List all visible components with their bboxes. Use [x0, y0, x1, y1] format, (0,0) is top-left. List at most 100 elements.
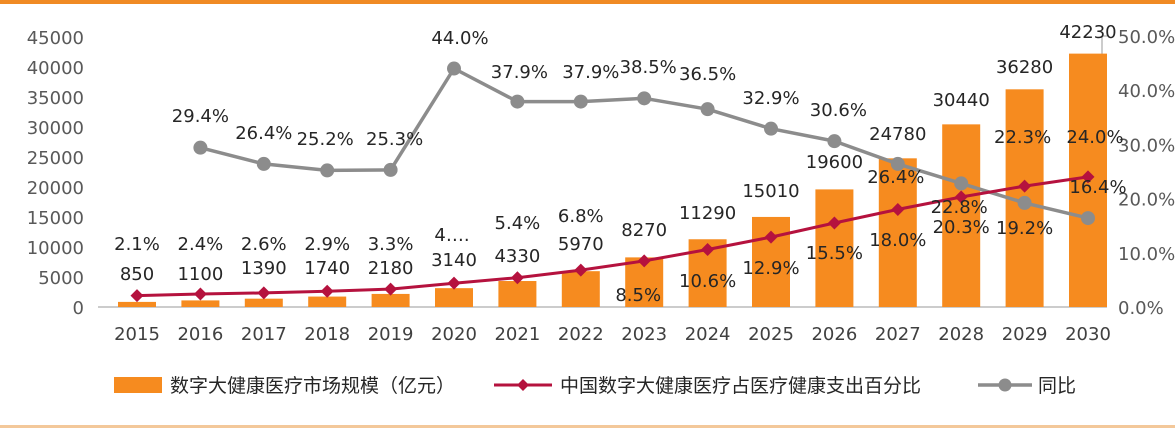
- share-value-label: 10.6%: [679, 271, 736, 292]
- y-left-tick-label: 15000: [27, 208, 84, 229]
- x-tick-label: 2028: [938, 324, 984, 345]
- bar-value-label: 24780: [869, 124, 926, 145]
- yoy-point-2020: [447, 61, 461, 76]
- bar-2015: [118, 301, 156, 307]
- share-point-2024: [701, 243, 715, 257]
- bar-2022: [561, 271, 600, 307]
- y-right-tick-label: 10.0%: [1118, 244, 1175, 265]
- bar-value-label: 8270: [621, 220, 667, 241]
- bar-value-label: 1100: [177, 264, 223, 285]
- y-left-tick-label: 25000: [27, 148, 84, 169]
- x-tick-label: 2018: [304, 324, 350, 345]
- x-tick-label: 2029: [1002, 324, 1048, 345]
- share-value-label: 2.9%: [304, 234, 350, 255]
- share-value-label: 3.3%: [368, 234, 414, 255]
- share-point-2029: [1018, 179, 1032, 193]
- share-point-2026: [827, 216, 841, 230]
- y-right-tick-label: 30.0%: [1118, 135, 1175, 156]
- share-value-label: 24.0%: [1066, 127, 1123, 148]
- y-left-tick-label: 10000: [27, 238, 84, 259]
- bar-2018: [308, 296, 347, 307]
- yoy-value-label: 36.5%: [679, 64, 736, 85]
- x-tick-label: 2017: [241, 324, 287, 345]
- legend-swatch-market-size: [114, 377, 162, 393]
- bar-value-label: 11290: [679, 203, 736, 224]
- x-tick-label: 2023: [621, 324, 667, 345]
- y-left-tick-label: 35000: [27, 88, 84, 109]
- share-point-2020: [447, 276, 461, 290]
- x-tick-label: 2020: [431, 324, 477, 345]
- bar-2016: [181, 300, 220, 307]
- yoy-point-2022: [573, 94, 588, 109]
- yoy-value-label: 25.2%: [297, 129, 354, 150]
- yoy-value-label: 37.9%: [562, 62, 619, 83]
- bottom-accent-rule: [0, 425, 1175, 428]
- bar-value-label: 5970: [558, 234, 604, 255]
- bar-value-label: 850: [120, 264, 154, 285]
- yoy-point-2018: [320, 163, 335, 178]
- share-value-label: 18.0%: [869, 230, 926, 251]
- yoy-value-label: 44.0%: [431, 28, 488, 49]
- x-tick-label: 2025: [748, 324, 794, 345]
- yoy-value-label: 26.4%: [867, 167, 924, 188]
- yoy-point-2029: [1017, 195, 1032, 210]
- share-value-label: 6.8%: [558, 206, 604, 227]
- bar-2020: [435, 288, 473, 307]
- yoy-value-label: 37.9%: [491, 62, 548, 83]
- yoy-point-2026: [827, 134, 842, 149]
- share-point-2015: [130, 289, 144, 303]
- legend-label-market-size: 数字大健康医疗市场规模（亿元）: [170, 375, 455, 397]
- legend-swatch-yoy-marker: [998, 378, 1012, 392]
- share-point-2018: [320, 284, 334, 298]
- share-point-2030: [1081, 170, 1095, 184]
- y-left-tick-label: 40000: [27, 58, 84, 79]
- bar-2027: [878, 158, 917, 307]
- bar-2026: [815, 189, 854, 307]
- share-point-2022: [574, 263, 588, 277]
- yoy-point-2016: [193, 140, 208, 155]
- yoy-point-2023: [637, 91, 652, 106]
- bar-value-label: 4330: [494, 246, 540, 267]
- share-value-label: 15.5%: [806, 243, 863, 264]
- share-point-2025: [764, 230, 778, 244]
- x-tick-label: 2015: [114, 324, 160, 345]
- y-right-tick-label: 50.0%: [1118, 27, 1175, 48]
- yoy-point-2024: [700, 102, 715, 117]
- bar-value-label: 3140: [431, 250, 477, 271]
- x-tick-label: 2027: [875, 324, 921, 345]
- legend-label-yoy: 同比: [1038, 375, 1076, 397]
- y-left-tick-label: 5000: [38, 268, 84, 289]
- share-point-2023: [637, 254, 651, 268]
- yoy-point-2030: [1081, 211, 1095, 226]
- bar-value-label: 1740: [304, 258, 350, 279]
- yoy-value-label: 38.5%: [620, 57, 677, 78]
- share-value-label: 2.1%: [114, 234, 160, 255]
- bar-value-label: 36280: [996, 57, 1053, 78]
- share-value-label: 8.5%: [615, 285, 661, 306]
- bar-value-label: 42230: [1059, 22, 1116, 43]
- x-tick-label: 2030: [1065, 324, 1111, 345]
- y-right-tick-label: 40.0%: [1118, 81, 1175, 102]
- x-tick-label: 2019: [368, 324, 414, 345]
- x-tick-label: 2024: [685, 324, 731, 345]
- bar-value-label: 1390: [241, 258, 287, 279]
- bar-value-label: 30440: [933, 90, 990, 111]
- share-value-label: 12.9%: [742, 258, 799, 279]
- share-line: [136, 175, 1089, 298]
- yoy-point-2025: [764, 121, 778, 136]
- yoy-point-2021: [510, 94, 525, 109]
- share-point-2017: [257, 286, 271, 300]
- yoy-value-label: 29.4%: [172, 106, 229, 127]
- yoy-value-label: 25.3%: [366, 129, 423, 150]
- y-left-tick-label: 30000: [27, 118, 84, 139]
- bar-2019: [371, 293, 410, 307]
- x-tick-label: 2016: [177, 324, 223, 345]
- share-value-label: 2.4%: [178, 234, 224, 255]
- yoy-value-label: 30.6%: [810, 100, 867, 121]
- share-value-label: 2.6%: [241, 234, 287, 255]
- share-point-2028: [954, 190, 968, 204]
- bar-2021: [498, 281, 537, 307]
- bar-value-label: 15010: [742, 181, 799, 202]
